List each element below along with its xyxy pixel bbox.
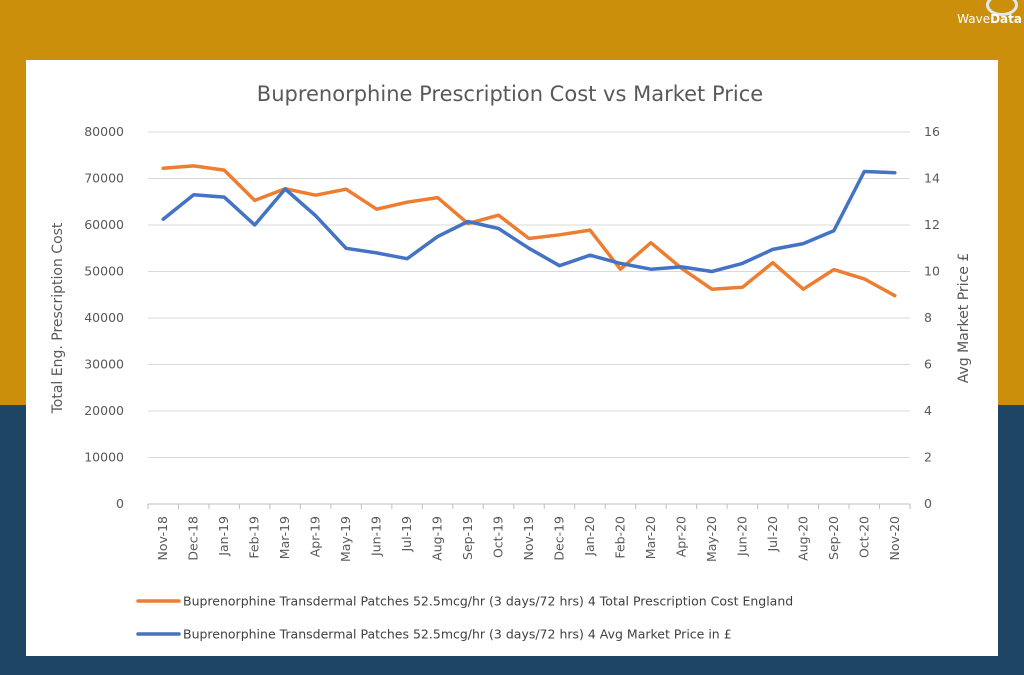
wavedata-logo: WaveData: [950, 0, 1024, 30]
x-tick-label: Oct-20: [856, 516, 871, 558]
x-tick-label: Jun-19: [369, 516, 384, 557]
series-line-1: [161, 164, 897, 298]
y-right-tick-label: 6: [924, 357, 932, 372]
x-tick-label: Aug-20: [795, 516, 810, 561]
y-left-tick-label: 10000: [84, 450, 124, 465]
x-tick-label: Feb-19: [247, 516, 262, 559]
x-tick-label: Feb-20: [612, 516, 627, 559]
y-right-tick-label: 0: [924, 496, 932, 511]
y-left-tick-label: 20000: [84, 403, 124, 418]
x-tick-label: Aug-19: [430, 516, 445, 561]
series-lines: [161, 164, 897, 298]
y-left-tick-label: 30000: [84, 357, 124, 372]
legend: Buprenorphine Transdermal Patches 52.5mc…: [136, 594, 793, 642]
line-chart: Buprenorphine Prescription Cost vs Marke…: [50, 82, 972, 642]
y-right-tick-label: 8: [924, 310, 932, 325]
x-tick-label: May-19: [338, 516, 353, 562]
y-axis-right-label: Avg Market Price £: [956, 253, 972, 383]
x-axis-ticks: Nov-18 Dec-18 Jan-19 Feb-19 Mar-19 Apr-19 May-…: [155, 516, 902, 562]
wave-logo-icon: [986, 0, 1018, 16]
y-axis-left-label: Total Eng. Prescription Cost: [50, 222, 66, 414]
x-tick-label: Dec-19: [551, 516, 566, 561]
x-tick-label: Jun-20: [734, 516, 749, 557]
y-right-tick-label: 4: [924, 403, 932, 418]
logo-text-light: Wave: [957, 12, 991, 26]
y-axis-right-ticks: 0 2 4 6 8 10 12 14 16: [924, 124, 940, 511]
y-left-tick-label: 70000: [84, 171, 124, 186]
x-tick-label: Jan-19: [216, 516, 231, 557]
x-tick-label: May-20: [704, 516, 719, 562]
x-tick-label: Nov-20: [887, 516, 902, 561]
x-tick-label: Mar-19: [277, 516, 292, 559]
y-left-tick-label: 60000: [84, 217, 124, 232]
chart-title: Buprenorphine Prescription Cost vs Marke…: [257, 82, 763, 106]
x-tick-label: Sep-19: [460, 516, 475, 560]
y-right-tick-label: 14: [924, 171, 940, 186]
y-right-tick-label: 2: [924, 450, 932, 465]
x-tick-label: Apr-20: [673, 516, 688, 557]
x-tick-label: Oct-19: [491, 516, 506, 558]
x-tick-label: Jul-20: [765, 516, 780, 553]
y-left-tick-label: 40000: [84, 310, 124, 325]
x-tick-label: Nov-18: [155, 516, 170, 561]
x-tick-label: Sep-20: [826, 516, 841, 560]
y-right-tick-label: 16: [924, 124, 940, 139]
legend-label-1: Buprenorphine Transdermal Patches 52.5mc…: [183, 594, 793, 609]
y-right-tick-label: 10: [924, 264, 940, 279]
y-right-tick-label: 12: [924, 217, 940, 232]
x-tick-label: Dec-18: [186, 516, 201, 561]
y-left-tick-label: 50000: [84, 264, 124, 279]
x-tick-label: Jan-20: [582, 516, 597, 557]
x-tick-label: Nov-19: [521, 516, 536, 561]
x-tick-label: Mar-20: [643, 516, 658, 559]
y-axis-left-ticks: 0 10000 20000 30000 40000 50000 60000 70000 8000…: [84, 124, 124, 511]
logo-text-bold: Data: [990, 12, 1022, 26]
gridlines: [147, 131, 911, 509]
series-line-2: [161, 169, 897, 274]
y-left-tick-label: 80000: [84, 124, 124, 139]
y-left-tick-label: 0: [116, 496, 124, 511]
chart-card: Buprenorphine Prescription Cost vs Marke…: [26, 60, 998, 656]
x-tick-label: Jul-19: [399, 516, 414, 553]
legend-label-2: Buprenorphine Transdermal Patches 52.5mc…: [183, 627, 732, 642]
x-tick-label: Apr-19: [308, 516, 323, 557]
